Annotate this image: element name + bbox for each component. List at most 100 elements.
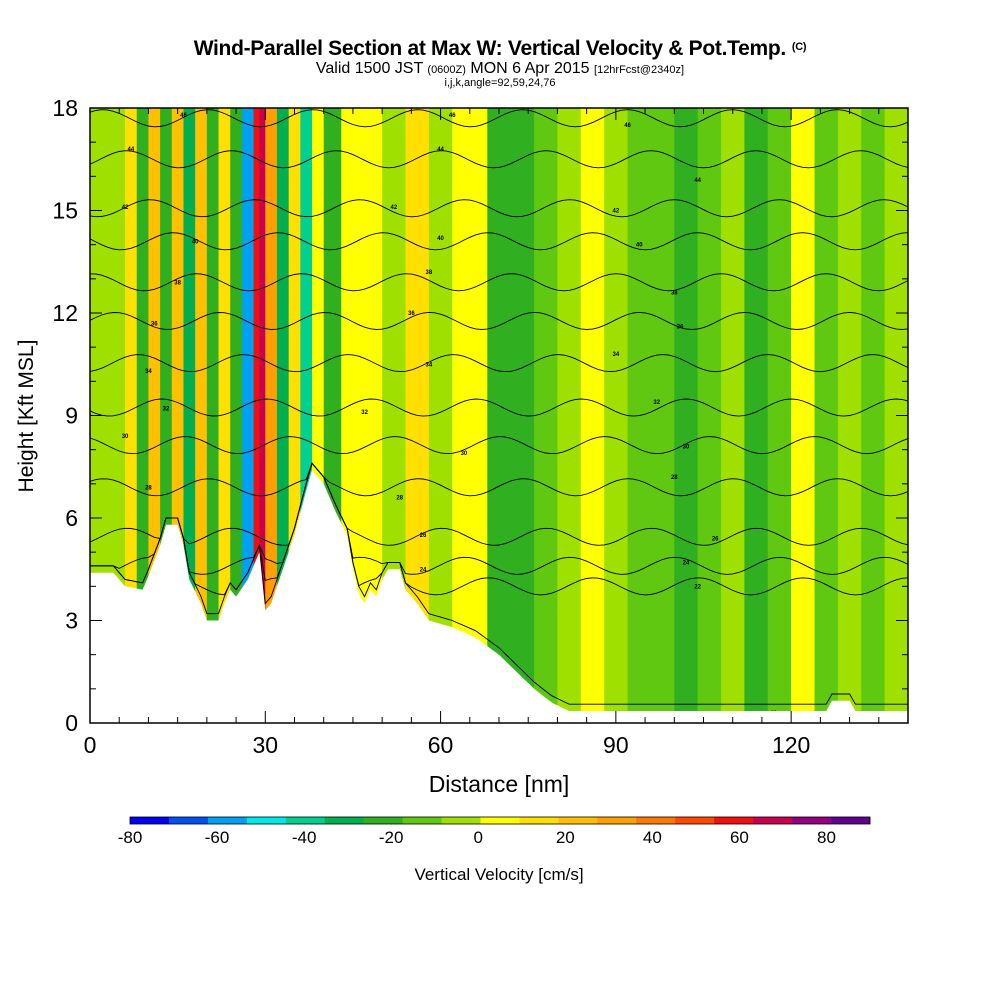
contour-label: 38 <box>174 280 181 286</box>
velocity-column <box>861 108 886 723</box>
theta-contour-line <box>90 462 908 705</box>
contour-label: 40 <box>437 236 444 242</box>
contour-label: 28 <box>671 475 678 481</box>
contour-label: 44 <box>694 178 701 184</box>
y-tick-label: 3 <box>65 608 78 634</box>
contour-label: 32 <box>163 407 170 413</box>
contour-label: 34 <box>145 369 152 375</box>
x-tick-label: 0 <box>84 732 97 758</box>
colorbar-swatch <box>675 817 715 824</box>
contour-label: 40 <box>636 243 643 249</box>
colorbar-tick-label: -20 <box>379 828 404 847</box>
colorbar-frame <box>129 816 871 825</box>
colorbar-swatch <box>714 817 754 824</box>
velocity-column <box>744 108 769 723</box>
colorbar-swatch <box>792 817 832 824</box>
colorbar-tick-label: -40 <box>292 828 317 847</box>
contour-label: 40 <box>192 239 199 245</box>
velocity-column <box>265 108 278 723</box>
velocity-column <box>674 108 699 723</box>
terrain <box>90 470 908 723</box>
x-tick-label: 90 <box>603 732 629 758</box>
contour-label: 30 <box>122 434 129 440</box>
colorbar-swatch <box>246 817 287 824</box>
colorbar-swatch <box>519 817 559 824</box>
theta-contour-line <box>90 436 908 455</box>
velocity-column <box>253 108 260 723</box>
velocity-column <box>382 108 407 723</box>
contour-label: 26 <box>420 533 427 539</box>
x-tick-label: 60 <box>428 732 454 758</box>
y-tick-label: 9 <box>65 403 78 429</box>
theta-contours <box>90 109 908 705</box>
colorbar-tick-label: 40 <box>643 828 662 847</box>
contour-label: 36 <box>151 321 158 327</box>
x-axis-title: Distance [nm] <box>429 771 570 797</box>
velocity-column <box>534 108 558 723</box>
velocity-column <box>259 108 266 723</box>
contour-label: 34 <box>426 362 433 368</box>
contour-label: 32 <box>361 410 368 416</box>
velocity-column <box>791 108 816 723</box>
contour-label: 38 <box>426 270 433 276</box>
colorbar-swatch <box>636 817 676 824</box>
contour-label: 46 <box>180 113 187 119</box>
theta-contour-line <box>90 232 908 251</box>
colorbar-swatch <box>207 817 248 824</box>
colorbar-tick-label: 60 <box>730 828 749 847</box>
y-tick-label: 15 <box>52 198 78 224</box>
theta-contour-line <box>90 398 908 417</box>
velocity-column <box>195 108 208 723</box>
y-tick-label: 6 <box>65 505 78 531</box>
theta-contour-line <box>90 109 908 128</box>
x-tick-label: 30 <box>252 732 278 758</box>
velocity-column <box>469 108 488 723</box>
colorbar-swatch <box>441 817 481 824</box>
theta-contour-line <box>90 311 908 330</box>
velocity-column <box>230 108 243 723</box>
contour-label: 46 <box>449 113 456 119</box>
chart-title: Wind-Parallel Section at Max W: Vertical… <box>193 37 807 60</box>
velocity-column <box>136 108 149 723</box>
colorbar-swatch <box>324 817 364 824</box>
contour-label: 42 <box>613 209 620 215</box>
y-axis-title: Height [Kft MSL] <box>15 340 38 493</box>
velocity-column <box>767 108 792 723</box>
contour-label: 32 <box>653 400 660 406</box>
velocity-column <box>428 108 453 723</box>
theta-contour-line <box>90 462 908 596</box>
colorbar-swatch <box>130 817 170 824</box>
velocity-column <box>487 108 512 723</box>
theta-contour-line <box>90 462 908 497</box>
velocity-column <box>557 108 582 723</box>
velocity-column <box>452 108 471 723</box>
colorbar-tick-label: 80 <box>817 828 836 847</box>
x-axis: 0 30 60 90 120 <box>84 108 909 758</box>
velocity-column <box>241 108 255 723</box>
colorbar-swatch <box>168 817 209 824</box>
y-tick-label: 18 <box>52 95 78 121</box>
velocity-column <box>697 108 722 723</box>
chart-subtitle-2: i,j,k,angle=92,59,24,76 <box>444 77 556 89</box>
velocity-column <box>604 108 629 723</box>
colorbar-swatch <box>480 817 520 824</box>
contour-labels: 46 46 46 44 44 44 42 42 42 40 40 40 38 38 38 36 36 36 34 34… <box>122 113 778 717</box>
velocity-column <box>650 108 675 723</box>
contour-label: 34 <box>613 352 620 358</box>
contour-label: 44 <box>437 147 444 153</box>
colorbar-swatch <box>753 817 793 824</box>
colorbar-swatch <box>363 817 403 824</box>
contour-label: 30 <box>461 451 468 457</box>
contour-label: 28 <box>396 496 403 502</box>
colorbar-label: Vertical Velocity [cm/s] <box>414 865 583 884</box>
velocity-column <box>358 108 383 723</box>
chart-subtitle: Valid 1500 JST (0600Z) MON 6 Apr 2015 [1… <box>315 60 685 77</box>
contour-label: 44 <box>128 147 135 153</box>
theta-contour-line <box>90 150 908 169</box>
colorbar-tick-label: 0 <box>474 828 483 847</box>
contour-label: 22 <box>694 584 701 590</box>
contour-label: 26 <box>712 537 719 543</box>
chart-title-mark: (C) <box>791 41 807 53</box>
